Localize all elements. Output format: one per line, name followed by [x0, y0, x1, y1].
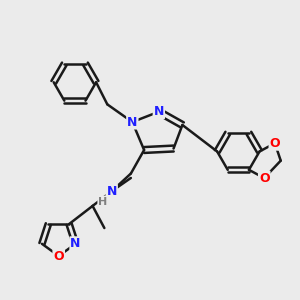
Text: O: O	[259, 172, 270, 184]
Text: H: H	[98, 196, 107, 206]
Text: N: N	[106, 185, 117, 198]
Text: N: N	[154, 105, 164, 118]
Text: N: N	[127, 116, 137, 128]
Text: N: N	[70, 237, 81, 250]
Text: O: O	[53, 250, 64, 262]
Text: O: O	[269, 137, 280, 150]
